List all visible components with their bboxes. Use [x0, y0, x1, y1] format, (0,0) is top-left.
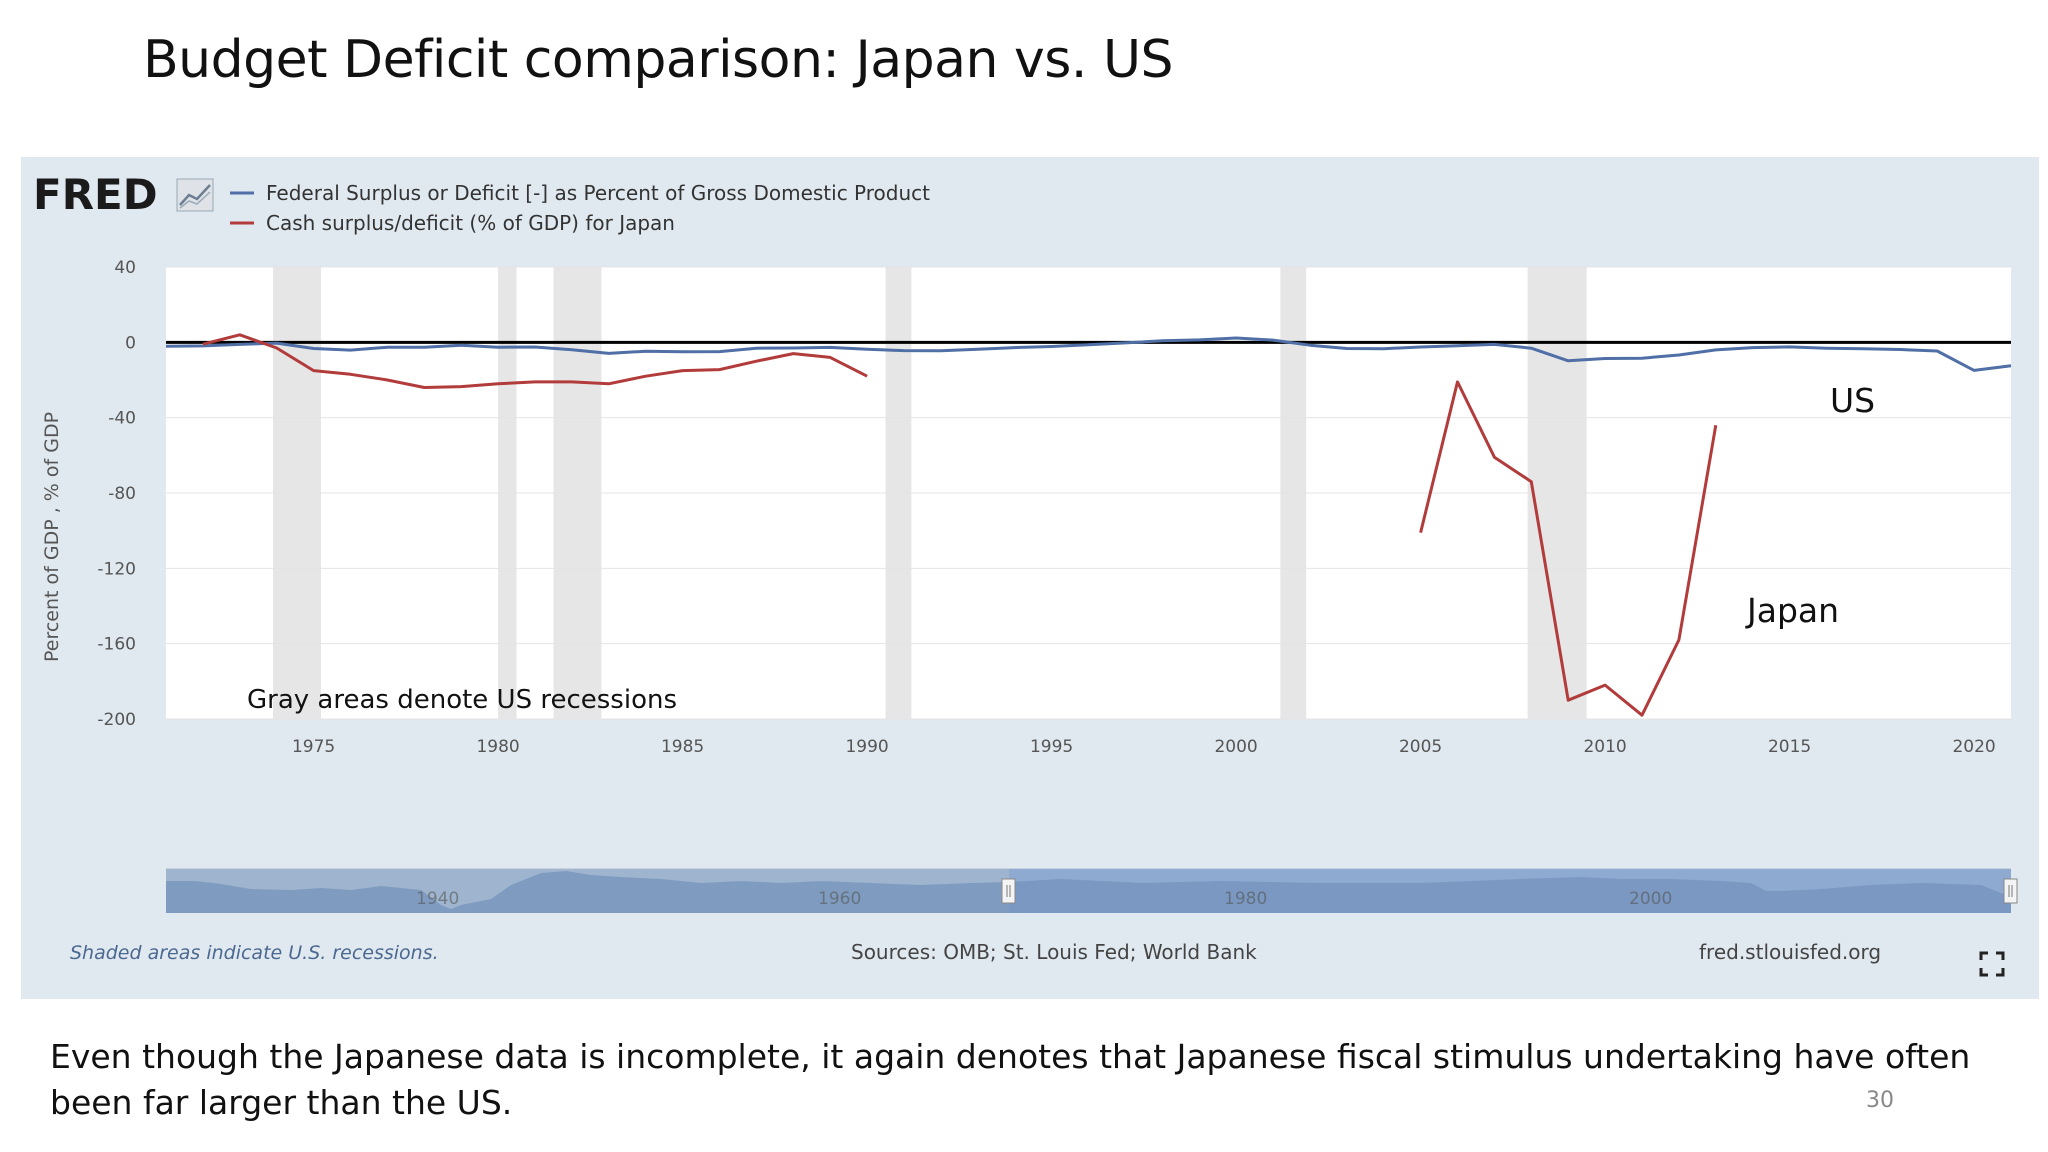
x-tick-label: 2010	[1583, 737, 1626, 757]
navigator-year-1980: 1980	[1224, 889, 1267, 909]
x-tick-label: 2020	[1952, 737, 1995, 757]
navigator-left-handle[interactable]	[1001, 878, 1016, 904]
japan-label: Japan	[1745, 591, 1839, 630]
y-tick-label: -200	[97, 710, 136, 730]
x-tick-label: 2015	[1768, 737, 1811, 757]
navigator-year-1940: 1940	[416, 889, 459, 909]
sources-text: Sources: OMB; St. Louis Fed; World Bank	[851, 940, 1257, 964]
navigator-year-1960: 1960	[818, 889, 861, 909]
fullscreen-icon[interactable]	[1977, 949, 2007, 979]
gridlines	[166, 266, 2011, 720]
y-tick-label: -80	[108, 484, 136, 504]
page-number: 30	[1866, 1088, 1894, 1113]
series-line-japan-1	[1419, 380, 1718, 717]
x-tick-label: 1980	[476, 737, 519, 757]
navigator-right-handle[interactable]	[2003, 878, 2018, 904]
x-tick-label: 2005	[1399, 737, 1442, 757]
legend-label-us: Federal Surplus or Deficit [-] as Percen…	[266, 181, 930, 205]
fred-graph-panel: FRED Federal Surplus or Deficit [-] as P…	[21, 157, 2039, 999]
range-navigator[interactable]: 1940 1960 1980 2000	[166, 868, 2018, 913]
series-layer	[165, 333, 2012, 717]
slide-caption: Even though the Japanese data is incompl…	[50, 1037, 1971, 1122]
fred-logo-chart-icon	[176, 178, 214, 212]
legend-label-japan: Cash surplus/deficit (% of GDP) for Japa…	[266, 211, 675, 235]
fred-site-link[interactable]: fred.stlouisfed.org	[1699, 940, 1881, 964]
x-tick-label: 1990	[845, 737, 888, 757]
recession-footnote: Shaded areas indicate U.S. recessions.	[70, 942, 439, 964]
y-tick-label: -160	[97, 635, 136, 655]
y-axis-ticks: 40 0 -40 -80 -120 -160 -200	[97, 258, 136, 730]
y-axis-label: Percent of GDP , % of GDP	[41, 412, 63, 662]
y-tick-label: -120	[97, 559, 136, 579]
x-tick-label: 2000	[1214, 737, 1257, 757]
y-tick-label: 0	[125, 333, 136, 353]
fred-chart: FRED Federal Surplus or Deficit [-] as P…	[33, 170, 2018, 979]
x-tick-label: 1985	[661, 737, 704, 757]
x-tick-label: 1975	[292, 737, 335, 757]
series-line-us	[165, 336, 2012, 372]
x-axis-ticks: 1975 1980 1985 1990 1995 2000 2005 2010 2015 2020	[292, 737, 1996, 757]
navigator-year-2000: 2000	[1629, 889, 1672, 909]
us-label: US	[1830, 381, 1875, 420]
y-tick-label: -40	[108, 409, 136, 429]
legend: Federal Surplus or Deficit [-] as Percen…	[230, 181, 930, 235]
x-tick-label: 1995	[1030, 737, 1073, 757]
y-tick-label: 40	[114, 258, 136, 278]
recession-annotation: Gray areas denote US recessions	[247, 685, 677, 715]
series-line-japan-0	[202, 333, 868, 389]
navigator-sparkline	[166, 871, 2011, 913]
slide-title: Budget Deficit comparison: Japan vs. US	[143, 30, 1174, 90]
fred-logo: FRED	[33, 170, 158, 219]
